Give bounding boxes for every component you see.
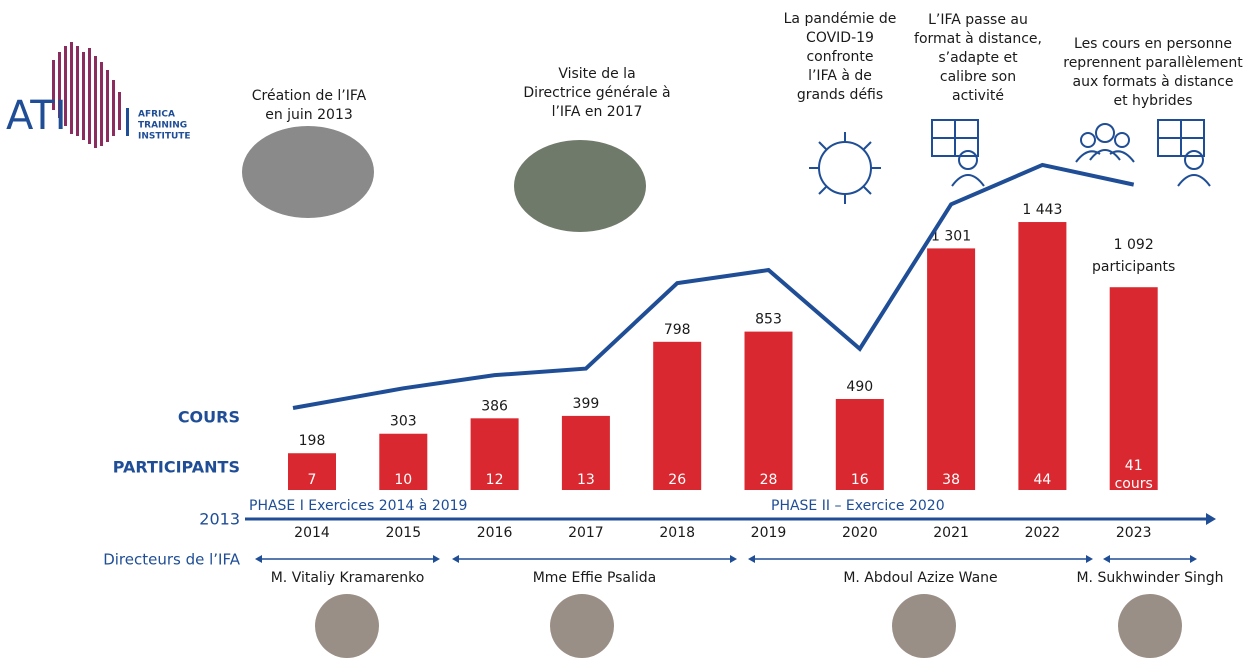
bar <box>744 331 793 490</box>
director-name: M. Sukhwinder Singh <box>1076 570 1223 586</box>
annotation: activité <box>952 88 1004 104</box>
director-photo <box>1118 594 1182 658</box>
annotation: aux formats à distance <box>1073 74 1234 90</box>
annotation: l’IFA en 2017 <box>552 104 643 120</box>
logo-line: AFRICA <box>138 110 175 120</box>
x-tick-label: 2021 <box>933 525 969 541</box>
legend-entry: PARTICIPANTS <box>113 458 240 477</box>
x-tick-label: 2019 <box>751 525 787 541</box>
logo-bars <box>52 42 121 148</box>
bar <box>561 415 610 490</box>
data-label: 1 443 <box>1022 202 1062 218</box>
annotation: Les cours en personne <box>1074 36 1232 52</box>
unit-label: participants <box>1092 259 1175 275</box>
x-tick-label: 2015 <box>385 525 421 541</box>
course-label: 12 <box>486 472 504 488</box>
bar <box>653 341 702 490</box>
course-label: 44 <box>1033 472 1051 488</box>
bar <box>835 399 884 490</box>
unit-label: cours <box>1115 476 1153 492</box>
logo-text: ATI <box>6 93 67 139</box>
annotation: L’IFA passe au <box>928 12 1028 28</box>
course-label: 28 <box>760 472 778 488</box>
bar <box>288 453 336 490</box>
annotation: et hybrides <box>1113 93 1192 109</box>
phase-label: PHASE I Exercices 2014 à 2019 <box>249 498 467 514</box>
annotation: COVID-19 <box>806 30 874 46</box>
director-name: Mme Effie Psalida <box>533 570 657 586</box>
annotation: reprennent parallèlement <box>1063 55 1243 71</box>
course-label: 38 <box>942 472 960 488</box>
annotation: l’IFA à de <box>808 68 872 84</box>
annotation: format à distance, <box>914 31 1042 47</box>
data-label: 490 <box>846 379 873 395</box>
data-label: 798 <box>664 322 691 338</box>
x-tick-label: 2018 <box>659 525 695 541</box>
x-tick-label: 2023 <box>1116 525 1152 541</box>
x-tick-label: 2016 <box>477 525 513 541</box>
logo-line: INSTITUTE <box>138 132 191 142</box>
annotation: Création de l’IFA <box>252 88 367 104</box>
course-label: 41 <box>1125 458 1143 474</box>
data-label: 399 <box>573 396 600 412</box>
annotation: s’adapte et <box>938 50 1018 66</box>
course-label: 26 <box>668 472 686 488</box>
x-tick-label: 2022 <box>1025 525 1061 541</box>
x-tick-label: 2014 <box>294 525 330 541</box>
data-label: 1 092 <box>1114 237 1154 253</box>
arrowhead <box>1206 513 1216 525</box>
course-label: 7 <box>308 472 317 488</box>
course-label: 13 <box>577 472 595 488</box>
photo <box>514 140 646 232</box>
x-tick-label: 2020 <box>842 525 878 541</box>
director-photo <box>892 594 956 658</box>
director-name: M. Vitaliy Kramarenko <box>271 570 425 586</box>
x-tick-label: 2017 <box>568 525 604 541</box>
data-label: 1 301 <box>931 228 971 244</box>
course-label: 10 <box>394 472 412 488</box>
course-line <box>292 162 1135 410</box>
logo-divider <box>126 108 129 136</box>
bar <box>470 418 519 490</box>
annotation: confronte <box>806 49 873 65</box>
director-photo <box>550 594 614 658</box>
photo <box>242 126 374 218</box>
director-name: M. Abdoul Azize Wane <box>843 570 997 586</box>
annotation: calibre son <box>940 69 1016 85</box>
bar <box>1018 222 1067 490</box>
directors-label: Directeurs de l’IFA <box>103 551 241 569</box>
annotation: Visite de la <box>558 66 635 82</box>
data-label: 198 <box>299 433 326 449</box>
annotation: en juin 2013 <box>265 107 353 123</box>
data-label: 853 <box>755 312 782 328</box>
bar <box>379 433 428 490</box>
annotation: grands défis <box>797 87 883 103</box>
course-label: 16 <box>851 472 869 488</box>
phase-label: PHASE II – Exercice 2020 <box>771 498 945 514</box>
annotation: La pandémie de <box>784 11 897 27</box>
data-label: 303 <box>390 414 417 430</box>
annotation: Directrice générale à <box>523 85 670 101</box>
data-label: 386 <box>481 398 508 414</box>
director-photo <box>315 594 379 658</box>
legend-entry: COURS <box>178 408 240 427</box>
icons <box>809 119 1211 204</box>
logo-line: TRAINING <box>138 121 187 131</box>
bar <box>927 248 976 490</box>
start-year: 2013 <box>199 510 240 529</box>
bar <box>1109 287 1158 490</box>
